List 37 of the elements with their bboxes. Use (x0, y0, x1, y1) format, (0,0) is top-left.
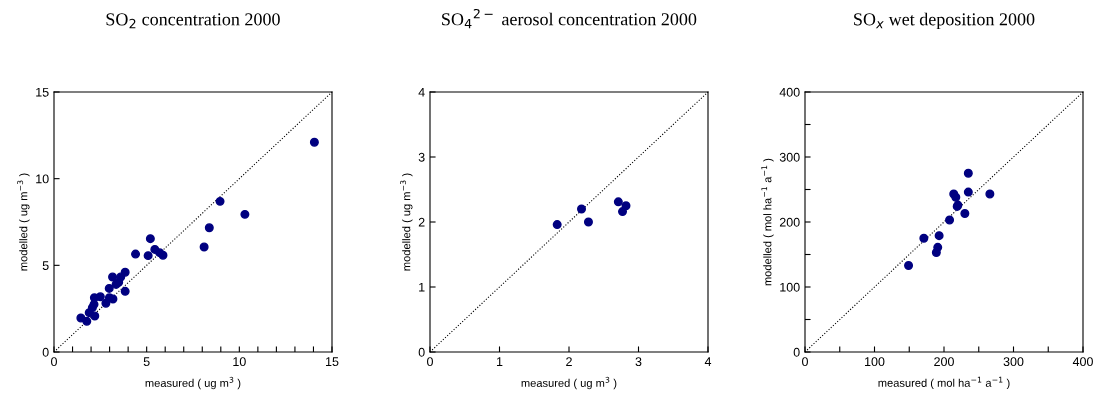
x-axis-title: measured ( ug m$^{3}$ ) (145, 376, 241, 390)
y-tick-label: 0 (418, 347, 425, 357)
x-tick-label: 0 (427, 357, 433, 367)
y-tick-label: 400 (779, 87, 800, 97)
chart-title: SO$_{4}$$^{2−}$ aerosol concentration 2000 (442, 8, 697, 29)
x-tick-label: 4 (704, 357, 712, 366)
x-tick-label: 200 (934, 357, 954, 367)
x-tick-label: 15 (326, 357, 339, 367)
y-axis-title: modelled ( ug m$^{−3}$ ) (17, 173, 30, 271)
y-tick-label: 0 (793, 347, 800, 357)
y-tick-label: 0 (42, 347, 49, 357)
chart-title: SO$_{x}$ wet deposition 2000 (854, 12, 1035, 30)
y-tick-label: 15 (36, 87, 49, 97)
y-axis-title: modelled ( ug m$^{−3}$ ) (400, 173, 413, 271)
x-tick-label: 3 (635, 357, 642, 367)
y-tick-label: 3 (418, 152, 425, 162)
x-axis-title: measured ( mol ha$^{−1}$ a$^{−1}$ ) (878, 376, 1010, 390)
y-tick-label: 200 (779, 217, 800, 227)
x-tick-label: 2 (566, 357, 572, 366)
x-tick-label: 100 (865, 357, 885, 367)
x-tick-label: 0 (802, 357, 808, 367)
x-tick-label: 5 (143, 357, 150, 367)
x-tick-label: 400 (1072, 357, 1093, 367)
x-tick-label: 1 (496, 357, 503, 366)
chart-title: SO$_{2}$ concentration 2000 (106, 13, 280, 29)
x-tick-label: 0 (51, 357, 57, 367)
y-tick-label: 300 (779, 152, 800, 162)
y-tick-label: 1 (419, 282, 425, 292)
y-axis-title: modelled ( mol ha$^{−1}$ a$^{−1}$ ) (761, 158, 774, 286)
x-axis-title: measured ( ug m$^{3}$ ) (521, 376, 617, 390)
y-tick-label: 5 (42, 261, 49, 270)
y-tick-label: 2 (418, 217, 425, 227)
x-tick-label: 300 (1003, 357, 1024, 367)
x-tick-label: 10 (233, 357, 246, 367)
y-tick-label: 100 (780, 282, 800, 292)
y-tick-label: 10 (36, 174, 49, 184)
y-tick-label: 4 (418, 87, 425, 97)
